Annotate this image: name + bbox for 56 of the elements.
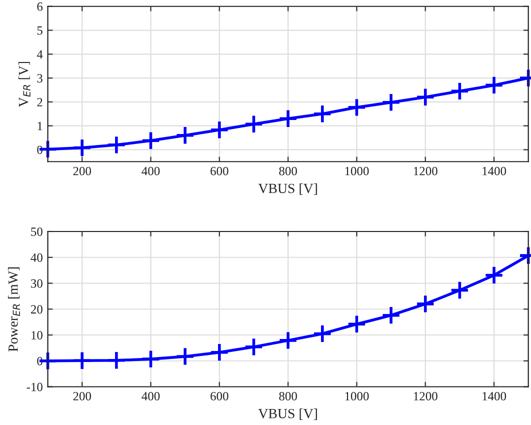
y-tick-label: 40 [30,253,42,262]
x-tick-label: 400 [142,392,160,400]
point [381,92,401,112]
point [312,324,332,344]
y-tick-label: 4 [36,50,43,58]
y-tick-label: 1 [38,122,42,130]
point [72,138,92,158]
point [106,350,126,370]
point [72,350,92,370]
y-tick-label: 5 [37,26,42,35]
x-tick-label: 1200 [414,392,438,400]
y-tick-label: 2 [37,98,42,106]
x-tick-label: 800 [279,392,297,400]
point [450,81,470,101]
x-tick-label: 200 [73,392,92,400]
x-axis-title: VBUS [V] [258,408,317,420]
x-tick-label: 600 [210,166,228,176]
point [416,294,436,314]
point [346,98,366,118]
y-tick-label: 10 [32,331,42,340]
point [278,108,298,128]
x-tick-label: 1400 [482,166,506,176]
point [346,314,366,334]
point [450,280,470,300]
point [210,120,230,140]
x-tick-label: 200 [73,166,92,176]
point [484,75,504,95]
x-tick-label: 1200 [414,166,438,176]
point [141,349,160,369]
point [381,306,401,326]
y-tick-label: 50 [31,228,42,236]
x-tick-label: 1400 [482,392,506,400]
x-tick-label: 400 [142,166,160,176]
point [175,346,195,366]
y-axis-title: V$_{ER}$ [V] [18,62,30,107]
y-tick-label: 6 [37,2,43,11]
point [141,130,160,150]
y-axis-title: Power$_{ER}$ [mW] [8,267,20,352]
y-tick-label: 20 [30,305,42,314]
x-tick-label: 800 [279,166,297,176]
point [175,126,195,146]
point [312,104,332,124]
point [484,266,504,285]
y-tick-label: 3 [37,74,42,82]
point [244,337,264,357]
point [106,135,126,155]
x-tick-label: 1000 [345,392,369,400]
point [416,87,436,107]
point [210,342,230,362]
x-axis-title: VBUS [V] [258,183,317,195]
y-tick-label: 30 [31,279,42,288]
x-tick-label: 600 [210,392,228,400]
point [278,330,298,350]
point [244,114,264,134]
x-tick-label: 1000 [345,166,369,176]
y-tick-label: -10 [26,382,42,392]
